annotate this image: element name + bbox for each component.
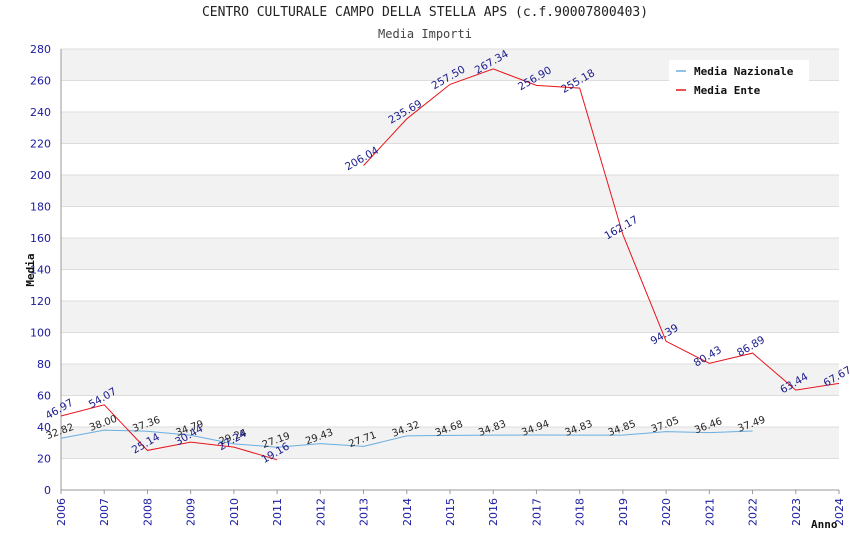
y-tick-label: 140 xyxy=(30,264,51,277)
x-tick-label: 2006 xyxy=(55,498,68,526)
grid-band xyxy=(61,301,839,333)
x-tick-label: 2022 xyxy=(747,498,760,526)
y-tick-label: 200 xyxy=(30,169,51,182)
y-tick-label: 100 xyxy=(30,327,51,340)
grid-band xyxy=(61,238,839,270)
series-line-2 xyxy=(60,68,840,461)
y-tick-label: 80 xyxy=(37,358,51,371)
x-tick-label: 2023 xyxy=(790,498,803,526)
data-label: 206.04 xyxy=(343,144,381,173)
y-tick-label: 160 xyxy=(30,232,51,245)
legend: Media Nazionale Media Ente xyxy=(669,60,809,102)
chart-subtitle: Media Importi xyxy=(378,27,472,41)
y-tick-label: 260 xyxy=(30,75,51,88)
legend-box xyxy=(669,60,809,102)
x-tick-label: 2012 xyxy=(314,498,327,526)
x-tick-label: 2014 xyxy=(401,498,414,526)
x-tick-label: 2024 xyxy=(833,498,846,526)
y-axis-label: Media xyxy=(24,253,37,286)
legend-label: Media Nazionale xyxy=(694,65,794,78)
grid-band xyxy=(61,112,839,144)
x-tick-label: 2007 xyxy=(98,498,111,526)
grid-band xyxy=(61,364,839,396)
x-tick-label: 2017 xyxy=(530,498,543,526)
x-tick-label: 2020 xyxy=(660,498,673,526)
y-tick-label: 240 xyxy=(30,106,51,119)
chart-title: CENTRO CULTURALE CAMPO DELLA STELLA APS … xyxy=(201,5,649,20)
y-tick-label: 60 xyxy=(37,390,51,403)
x-tick-label: 2013 xyxy=(358,498,371,526)
x-tick-label: 2021 xyxy=(703,498,716,526)
series-lines xyxy=(60,68,840,461)
grid-band xyxy=(61,175,839,207)
x-tick-label: 2011 xyxy=(271,498,284,526)
x-axis-label: Anno xyxy=(811,518,838,531)
y-axis-ticks: 0 20 40 60 80 100 120 140 160 180 200 220 240 260 280 xyxy=(30,43,51,497)
y-tick-label: 220 xyxy=(30,138,51,151)
x-tick-label: 2018 xyxy=(574,498,587,526)
x-tick-label: 2015 xyxy=(444,498,457,526)
legend-label: Media Ente xyxy=(694,84,761,97)
x-tick-label: 2016 xyxy=(487,498,500,526)
x-tick-label: 2008 xyxy=(141,498,154,526)
series-line-1 xyxy=(60,429,753,448)
y-tick-label: 0 xyxy=(44,484,51,497)
y-tick-label: 280 xyxy=(30,43,51,56)
x-axis-ticks: 2006 2007 2008 2009 2010 2011 2012 2013 2014 2015… xyxy=(55,490,846,526)
y-tick-label: 20 xyxy=(37,453,51,466)
x-tick-label: 2010 xyxy=(228,498,241,526)
data-label: 86.89 xyxy=(735,334,767,359)
x-tick-label: 2019 xyxy=(617,498,630,526)
y-tick-label: 180 xyxy=(30,201,51,214)
x-tick-label: 2009 xyxy=(185,498,198,526)
y-tick-label: 120 xyxy=(30,295,51,308)
grid-bands xyxy=(61,49,839,459)
y-tick-label: 40 xyxy=(37,421,51,434)
